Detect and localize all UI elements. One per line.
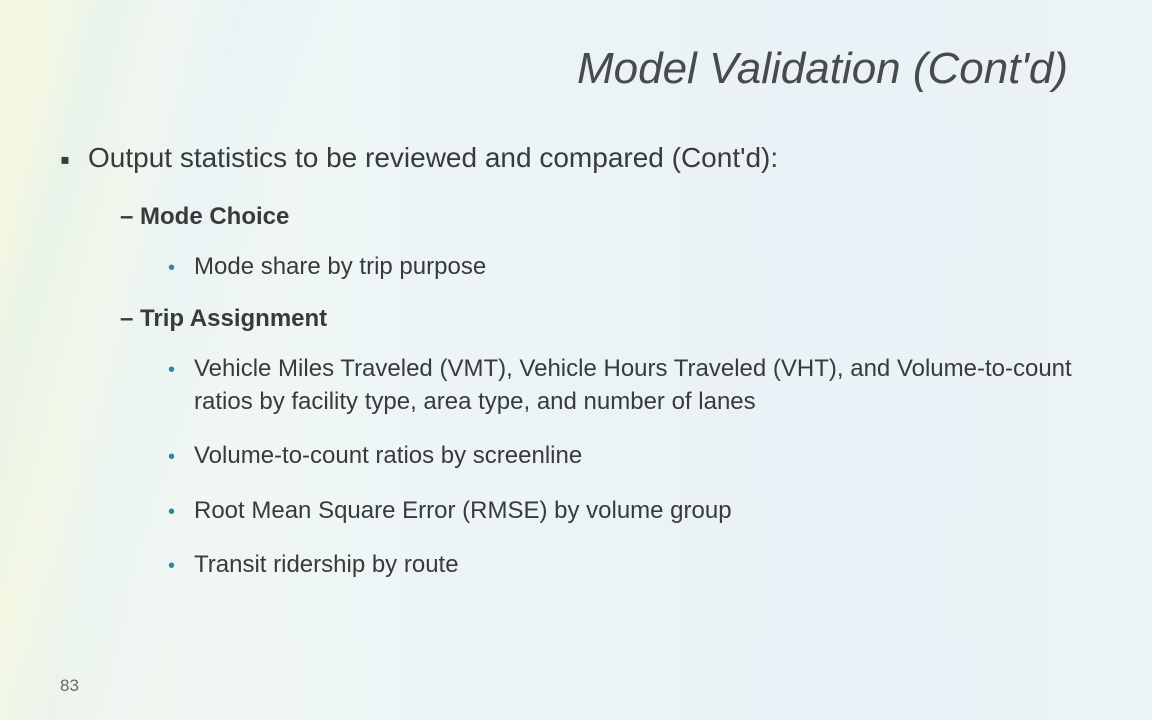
section1-heading: – Mode Choice xyxy=(120,203,289,230)
slide-title: Model Validation (Cont'd) xyxy=(0,44,1112,94)
section2-item0: Vehicle Miles Traveled (VMT), Vehicle Ho… xyxy=(194,353,1092,418)
bullet-level3: • Mode share by trip purpose xyxy=(168,251,1092,283)
bullet-level3: • Root Mean Square Error (RMSE) by volum… xyxy=(168,495,1092,527)
page-number: 83 xyxy=(60,676,79,696)
section2-item3: Transit ridership by route xyxy=(194,549,459,581)
section2-item1: Volume-to-count ratios by screenline xyxy=(194,440,582,472)
dot-bullet-icon: • xyxy=(168,255,194,281)
bullet-level3: • Transit ridership by route xyxy=(168,549,1092,581)
square-bullet-icon: ▪ xyxy=(60,146,88,174)
bullet-level1: ▪ Output statistics to be reviewed and c… xyxy=(60,140,1092,175)
section2-heading: – Trip Assignment xyxy=(120,305,327,332)
dot-bullet-icon: • xyxy=(168,499,194,525)
section1-item0: Mode share by trip purpose xyxy=(194,251,486,283)
bullet-level3: • Volume-to-count ratios by screenline xyxy=(168,440,1092,472)
bullet-level3: • Vehicle Miles Traveled (VMT), Vehicle … xyxy=(168,353,1092,418)
section-mode-choice: – Mode Choice xyxy=(120,203,1092,231)
dot-bullet-icon: • xyxy=(168,553,194,579)
slide: Model Validation (Cont'd) ▪ Output stati… xyxy=(0,0,1152,720)
section-trip-assignment: – Trip Assignment xyxy=(120,305,1092,333)
bullet-main-text: Output statistics to be reviewed and com… xyxy=(88,140,778,175)
dot-bullet-icon: • xyxy=(168,444,194,470)
section2-item2: Root Mean Square Error (RMSE) by volume … xyxy=(194,495,732,527)
dot-bullet-icon: • xyxy=(168,357,194,383)
slide-content: ▪ Output statistics to be reviewed and c… xyxy=(60,140,1092,603)
